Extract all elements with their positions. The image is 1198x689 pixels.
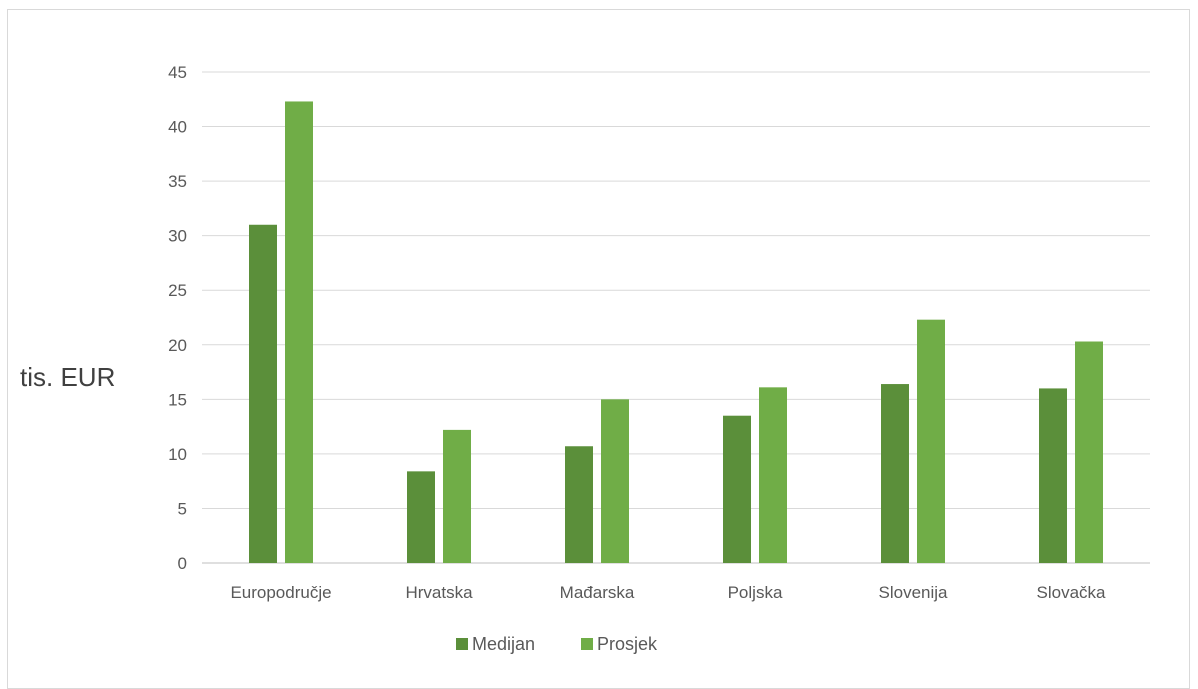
y-tick-label: 10 xyxy=(168,445,187,464)
x-category-label: Poljska xyxy=(728,583,783,602)
x-category-label: Europodručje xyxy=(230,583,331,602)
legend-label: Medijan xyxy=(472,634,535,654)
bar-medijan xyxy=(723,415,751,563)
bar-prosjek xyxy=(1075,341,1103,563)
bar-medijan xyxy=(407,471,435,563)
bar-prosjek xyxy=(759,387,787,563)
x-category-label: Hrvatska xyxy=(405,583,473,602)
gridlines xyxy=(202,71,1150,564)
legend-label: Prosjek xyxy=(597,634,658,654)
y-tick-label: 5 xyxy=(178,499,187,518)
bar-prosjek xyxy=(285,101,313,564)
x-category-label: Mađarska xyxy=(560,583,635,602)
bar-prosjek xyxy=(443,429,471,563)
legend: Medijan Prosjek xyxy=(456,634,658,654)
bar-prosjek xyxy=(917,319,945,563)
x-category-label: Slovenija xyxy=(879,583,949,602)
bar-medijan xyxy=(881,384,909,563)
y-axis-ticks: 0 5 10 15 20 25 30 35 40 45 xyxy=(168,63,187,573)
bar-medijan xyxy=(1039,388,1067,563)
bar-medijan xyxy=(249,224,277,563)
bars xyxy=(249,101,1103,564)
bar-prosjek xyxy=(601,399,629,563)
y-tick-label: 15 xyxy=(168,390,187,409)
bar-medijan xyxy=(565,446,593,563)
y-tick-label: 0 xyxy=(178,554,187,573)
y-tick-label: 40 xyxy=(168,118,187,137)
y-tick-label: 30 xyxy=(168,227,187,246)
y-tick-label: 45 xyxy=(168,63,187,82)
y-tick-label: 20 xyxy=(168,336,187,355)
legend-swatch-prosjek xyxy=(581,638,593,650)
legend-swatch-medijan xyxy=(456,638,468,650)
y-axis-label: tis. EUR xyxy=(20,362,115,392)
x-category-label: Slovačka xyxy=(1037,583,1107,602)
x-axis-categories: Europodručje Hrvatska Mađarska Poljska Slove… xyxy=(230,583,1106,602)
y-tick-label: 35 xyxy=(168,172,187,191)
y-tick-label: 25 xyxy=(168,281,187,300)
